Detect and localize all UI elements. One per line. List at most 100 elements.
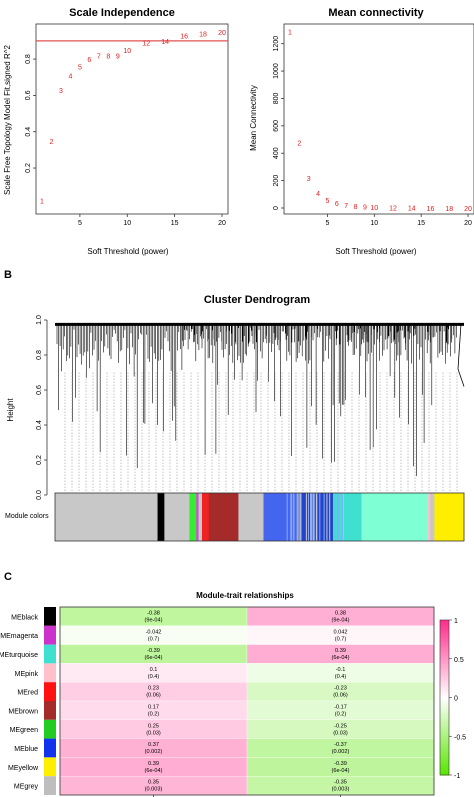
x-tick-label: 15 <box>171 220 179 227</box>
y-tick-label: 0.0 <box>36 490 43 500</box>
scale-independence-panel: Scale Independence Scale Free Topology M… <box>3 7 229 256</box>
colorbar-step <box>440 707 449 711</box>
row-label: MEyellow <box>8 765 39 772</box>
mean-connectivity-ylabel: Mean Connectivity <box>249 85 258 151</box>
power-point-label: 12 <box>389 205 397 212</box>
power-point-label: 3 <box>59 88 63 95</box>
colorbar-step <box>440 692 449 696</box>
row-label: MEbrown <box>8 708 38 715</box>
row-label: MEblack <box>11 614 38 621</box>
y-tick-label: 1000 <box>273 63 280 79</box>
colorbar-step <box>440 627 449 631</box>
row-color-swatch <box>44 719 56 739</box>
x-tick-label: 10 <box>123 220 131 227</box>
cell-pvalue: (9e-04) <box>331 618 349 624</box>
power-point-label: 10 <box>370 205 378 212</box>
dendrogram-ylabel: Height <box>6 398 15 422</box>
colorbar-step <box>440 663 449 667</box>
colorbar-step <box>440 733 449 737</box>
colorbar-step <box>440 769 449 773</box>
power-point-label: 16 <box>180 33 188 40</box>
colorbar-step <box>440 684 449 688</box>
module-color-segment <box>427 493 431 541</box>
cell-correlation: -0.39 <box>334 761 347 767</box>
colorbar-step <box>440 705 449 709</box>
colorbar-step <box>440 723 449 727</box>
cell-pvalue: (9e-04) <box>144 618 162 624</box>
colorbar-step <box>440 751 449 755</box>
power-point-label: 4 <box>68 73 72 80</box>
colorbar-step <box>440 741 449 745</box>
colorbar-step <box>440 759 449 763</box>
colorbar-step <box>440 762 449 766</box>
power-point-label: 6 <box>335 201 339 208</box>
power-point-label: 20 <box>464 206 472 213</box>
power-point-label: 6 <box>87 57 91 64</box>
module-color-segment <box>208 493 239 541</box>
colorbar-step <box>440 679 449 683</box>
colorbar-tick-label: -0.5 <box>454 734 466 741</box>
y-tick-label: 200 <box>273 175 280 187</box>
cell-pvalue: (0.003) <box>145 787 163 793</box>
mean-connectivity-title: Mean connectivity <box>328 7 424 19</box>
cell-correlation: 0.1 <box>150 667 158 673</box>
colorbar-step <box>440 767 449 771</box>
module-stripe <box>312 493 314 541</box>
heatmap-colorbar: 1 0.5 0 -0.5 -1 <box>439 618 466 780</box>
module-stripe <box>305 493 307 541</box>
cell-pvalue: (0.2) <box>335 712 347 718</box>
module-color-segment <box>238 493 264 541</box>
module-stripe <box>296 493 298 541</box>
module-stripe <box>319 493 321 541</box>
y-tick-label: 0.8 <box>25 54 32 64</box>
colorbar-step <box>440 658 449 662</box>
colorbar-tick-label: -1 <box>454 773 460 780</box>
power-point-label: 14 <box>161 39 169 46</box>
module-color-segment <box>157 493 165 541</box>
colorbar-step <box>440 622 449 626</box>
module-stripe <box>310 493 312 541</box>
cell-pvalue: (0.002) <box>332 749 350 755</box>
row-color-swatch <box>44 663 56 683</box>
cell-pvalue: (0.7) <box>335 636 347 642</box>
cell-correlation: -0.23 <box>334 686 347 692</box>
row-color-swatch <box>44 607 56 626</box>
colorbar-step <box>440 715 449 719</box>
colorbar-step <box>440 710 449 714</box>
cell-pvalue: (0.06) <box>146 693 161 699</box>
colorbar-tick-label: 0 <box>454 696 458 703</box>
cell-correlation: -0.35 <box>334 780 347 786</box>
colorbar-step <box>440 674 449 678</box>
y-tick-label: 0.8 <box>36 350 43 360</box>
colorbar-step <box>440 744 449 748</box>
power-point-label: 10 <box>123 48 131 55</box>
power-point-label: 9 <box>363 205 367 212</box>
module-stripe <box>290 493 292 541</box>
colorbar-step <box>440 736 449 740</box>
y-tick-label: 0.4 <box>25 127 32 137</box>
colorbar-step <box>440 689 449 693</box>
module-color-segment <box>297 493 334 541</box>
cell-correlation: 0.17 <box>148 705 159 711</box>
module-stripe <box>326 493 328 541</box>
module-stripe <box>300 493 302 541</box>
cell-pvalue: (0.002) <box>145 749 163 755</box>
colorbar-step <box>440 728 449 732</box>
power-point-label: 9 <box>116 53 120 60</box>
power-point-label: 4 <box>316 191 320 198</box>
module-color-segment <box>434 493 465 541</box>
colorbar-step <box>440 632 449 636</box>
cell-correlation: -0.1 <box>336 667 346 673</box>
colorbar-step <box>440 731 449 735</box>
colorbar-step <box>440 661 449 665</box>
module-color-segment <box>361 493 428 541</box>
cell-correlation: -0.37 <box>334 742 347 748</box>
module-stripe <box>307 493 309 541</box>
cell-correlation: 0.042 <box>334 629 348 635</box>
heatmap-title: Module-trait relationships <box>196 591 294 600</box>
colorbar-tick-label: 0.5 <box>454 657 464 664</box>
heatmap-rows: MEblack MEmagenta MEturquoise MEpink MEred ME… <box>0 607 56 795</box>
module-color-segment <box>263 493 298 541</box>
